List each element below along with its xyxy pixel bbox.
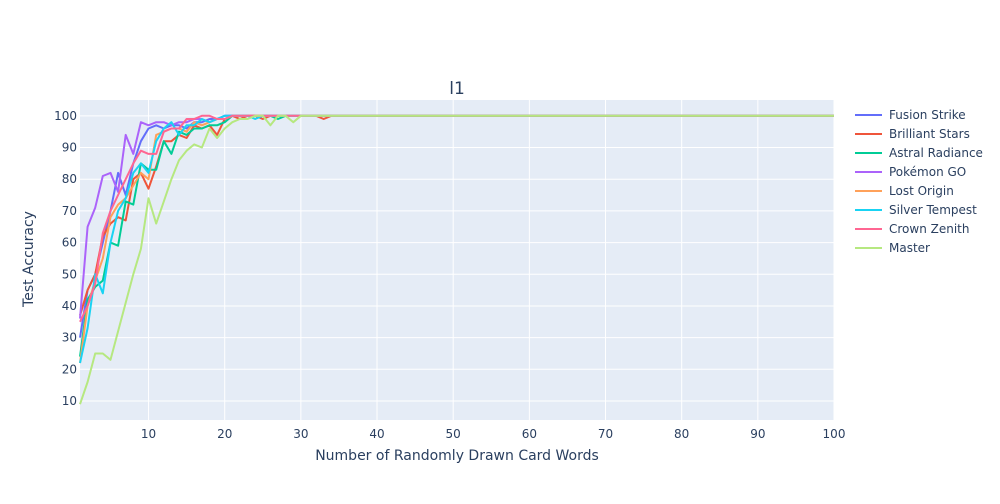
- legend-label: Pokémon GO: [889, 165, 966, 179]
- x-tick-label: 50: [446, 427, 461, 441]
- legend-label: Crown Zenith: [889, 222, 969, 236]
- legend-label: Brilliant Stars: [889, 127, 970, 141]
- x-tick-label: 10: [141, 427, 156, 441]
- y-tick-label: 20: [62, 362, 77, 376]
- legend: Fusion Strike Brilliant Stars Astral Radia…: [855, 108, 983, 255]
- x-tick-label: 80: [674, 427, 689, 441]
- y-tick-label: 30: [62, 331, 77, 345]
- y-tick-label: 100: [54, 109, 77, 123]
- y-tick-label: 80: [62, 172, 77, 186]
- y-tick-labels: 10 20 30 40 50 60 70 80 90 100: [54, 109, 77, 408]
- y-tick-label: 90: [62, 141, 77, 155]
- y-tick-label: 40: [62, 299, 77, 313]
- legend-label: Master: [889, 241, 930, 255]
- series-line-8: [79, 114, 834, 405]
- x-tick-label: 20: [217, 427, 232, 441]
- y-tick-label: 50: [62, 267, 77, 281]
- series-line-7: [79, 114, 834, 323]
- y-tick-label: 10: [62, 394, 77, 408]
- x-tick-labels: 10 20 30 40 50 60 70 80 90 100: [141, 427, 846, 441]
- legend-label: Astral Radiance: [889, 146, 983, 160]
- y-tick-label: 60: [62, 236, 77, 250]
- x-tick-label: 100: [823, 427, 846, 441]
- chart-title: l1: [449, 79, 465, 99]
- series-line-6: [79, 114, 834, 364]
- y-tick-label: 70: [62, 204, 77, 218]
- x-axis-title: Number of Randomly Drawn Card Words: [315, 448, 599, 464]
- series-lines: [79, 114, 834, 405]
- x-tick-label: 40: [369, 427, 384, 441]
- y-axis-title: Test Accuracy: [21, 211, 37, 308]
- x-tick-label: 70: [598, 427, 613, 441]
- x-tick-label: 30: [293, 427, 308, 441]
- x-tick-label: 90: [750, 427, 765, 441]
- plot-background: [80, 100, 834, 420]
- legend-label: Silver Tempest: [889, 203, 977, 217]
- x-tick-label: 60: [522, 427, 537, 441]
- legend-label: Fusion Strike: [889, 108, 966, 122]
- legend-label: Lost Origin: [889, 184, 954, 198]
